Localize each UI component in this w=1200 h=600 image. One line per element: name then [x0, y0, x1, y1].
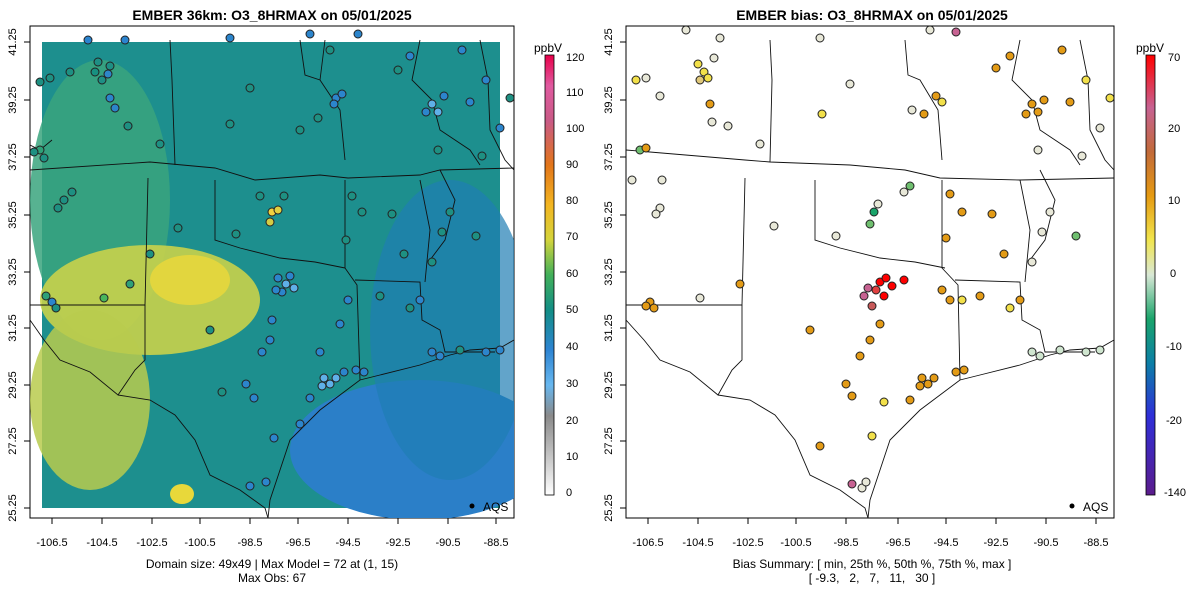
right-map-panel: EMBER bias: O3_8HRMAX on 05/01/2025: [603, 7, 1186, 585]
right-y-tick: 27.25: [603, 427, 615, 455]
left-y-tick: 37.25: [7, 143, 19, 171]
model-raster-southwest: [30, 310, 150, 490]
right-aqs-legend-label: AQS: [1083, 500, 1108, 514]
left-colorbar-tick: 30: [566, 378, 578, 390]
left-colorbar-tick: 40: [566, 341, 578, 353]
right-colorbar-tick: -10: [1166, 341, 1182, 353]
right-x-axis: -106.5 -104.5 -102.5 -100.5 -98.5 -96.5 …: [632, 518, 1109, 549]
right-caption-line1: Bias Summary: [ min, 25th %, 50th %, 75t…: [733, 557, 1012, 571]
right-bias-sites: [627, 26, 1114, 493]
left-x-tick: -100.5: [184, 537, 215, 549]
left-y-tick: 39.25: [7, 86, 19, 114]
right-caption-line2: [ -9.3, 2, 7, 11, 30 ]: [809, 571, 936, 585]
left-caption-line2: Max Obs: 67: [238, 571, 306, 585]
right-x-tick: -96.5: [885, 537, 910, 549]
left-x-tick: -88.5: [483, 537, 508, 549]
left-boundaries: [30, 39, 514, 518]
right-colorbar-tick: 10: [1168, 195, 1180, 207]
right-colorbar-tick: 70: [1168, 52, 1180, 64]
left-colorbar-tick: 20: [566, 415, 578, 427]
left-x-tick: -92.5: [385, 537, 410, 549]
right-y-tick: 39.25: [603, 86, 615, 114]
left-colorbar-tick: 10: [566, 451, 578, 463]
right-colorbar-unit: ppbV: [1136, 41, 1164, 55]
left-obs-sites: [30, 29, 514, 491]
right-colorbar-tick: -140: [1164, 487, 1186, 499]
left-colorbar-tick: 120: [566, 52, 584, 64]
right-y-tick: 37.25: [603, 143, 615, 171]
left-x-tick: -98.5: [237, 537, 262, 549]
right-x-tick: -98.5: [833, 537, 858, 549]
left-x-tick: -94.5: [335, 537, 360, 549]
left-x-tick: -96.5: [285, 537, 310, 549]
right-panel-title: EMBER bias: O3_8HRMAX on 05/01/2025: [736, 7, 1008, 23]
left-y-tick: 27.25: [7, 427, 19, 455]
left-caption-line1: Domain size: 49x49 | Max Model = 72 at (…: [146, 557, 398, 571]
left-x-tick: -106.5: [36, 537, 67, 549]
left-y-tick: 31.25: [7, 314, 19, 342]
left-x-axis: -106.5 -104.5 -102.5 -100.5 -98.5 -96.5 …: [36, 518, 509, 549]
left-y-tick: 41.25: [7, 28, 19, 56]
left-y-tick: 33.25: [7, 258, 19, 286]
left-map-panel: EMBER 36km: O3_8HRMAX on 05/01/2025: [7, 7, 584, 585]
model-raster-east: [370, 180, 514, 480]
right-colorbar: ppbV -140 -20 -10 0 10 20 70: [1136, 41, 1186, 499]
right-colorbar-tick: 0: [1170, 268, 1176, 280]
right-x-tick: -92.5: [983, 537, 1008, 549]
right-colorbar-tick: -20: [1166, 415, 1182, 427]
left-colorbar-tick: 80: [566, 195, 578, 207]
right-y-tick: 41.25: [603, 28, 615, 56]
left-colorbar-unit: ppbV: [534, 41, 562, 55]
right-y-tick: 35.25: [603, 201, 615, 229]
right-x-tick: -104.5: [682, 537, 713, 549]
left-panel-title: EMBER 36km: O3_8HRMAX on 05/01/2025: [132, 7, 412, 23]
left-colorbar-tick: 0: [566, 487, 572, 499]
right-y-tick: 31.25: [603, 314, 615, 342]
right-colorbar-ramp: [1145, 54, 1156, 496]
right-x-tick: -102.5: [732, 537, 763, 549]
right-colorbar-tick: 20: [1168, 123, 1180, 135]
model-raster-high-core: [150, 255, 230, 305]
left-aqs-legend-label: AQS: [483, 500, 508, 514]
right-aqs-legend-marker: [1069, 503, 1075, 509]
left-x-tick: -102.5: [136, 537, 167, 549]
right-y-tick: 29.25: [603, 371, 615, 399]
right-y-axis: 25.25 27.25 29.25 31.25 33.25 35.25 37.2…: [603, 28, 626, 522]
model-raster-local-max: [170, 484, 194, 504]
left-y-tick: 29.25: [7, 371, 19, 399]
left-y-tick: 35.25: [7, 201, 19, 229]
left-y-axis: 25.25 27.25 29.25 31.25 33.25 35.25 37.2…: [7, 28, 30, 522]
left-x-tick: -90.5: [435, 537, 460, 549]
left-colorbar-tick: 60: [566, 268, 578, 280]
right-y-tick: 33.25: [603, 258, 615, 286]
right-x-tick: -100.5: [780, 537, 811, 549]
right-x-tick: -90.5: [1033, 537, 1058, 549]
right-x-tick: -94.5: [933, 537, 958, 549]
left-colorbar-tick: 70: [566, 231, 578, 243]
left-colorbar-ramp: [544, 54, 555, 496]
left-aqs-legend-marker: [469, 503, 475, 509]
right-x-tick: -106.5: [632, 537, 663, 549]
right-y-tick: 25.25: [603, 494, 615, 522]
left-colorbar: ppbV 0 10 20 30 40 50 60 70 80 90 100 11…: [534, 41, 584, 499]
left-y-tick: 25.25: [7, 494, 19, 522]
left-colorbar-tick: 100: [566, 123, 584, 135]
left-colorbar-tick: 110: [566, 87, 584, 99]
left-colorbar-tick: 50: [566, 304, 578, 316]
left-x-tick: -104.5: [86, 537, 117, 549]
right-x-tick: -88.5: [1083, 537, 1108, 549]
left-colorbar-tick: 90: [566, 159, 578, 171]
